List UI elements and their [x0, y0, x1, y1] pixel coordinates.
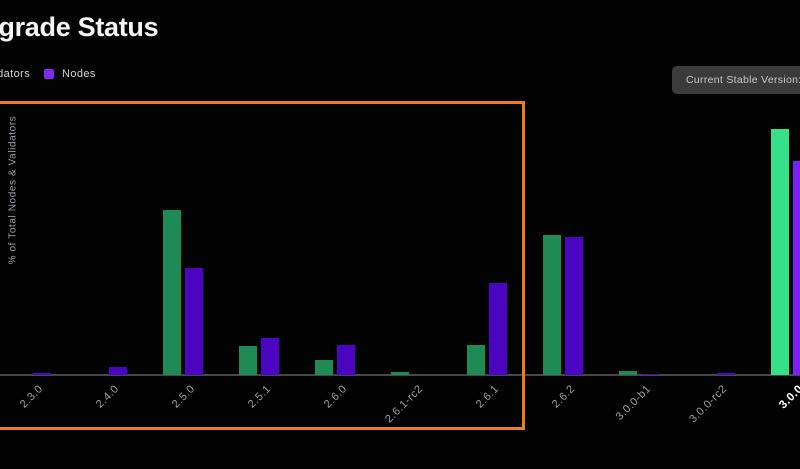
bar-nodes-2.6.2[interactable] — [565, 237, 584, 375]
x-tick-3.0.0-b1: 3.0.0-b1 — [567, 383, 653, 469]
x-tick-3.0.0: 3.0.0 — [719, 383, 800, 469]
bar-nodes-3.0.0-b1[interactable] — [641, 374, 660, 376]
annotation-box — [0, 101, 525, 430]
bar-nodes-3.0.0-rc2[interactable] — [717, 373, 736, 375]
bar-validators-2.6.2[interactable] — [543, 235, 562, 375]
bar-validators-3.0.0[interactable] — [771, 129, 790, 375]
x-tick-3.0.0-rc2: 3.0.0-rc2 — [643, 383, 729, 469]
bar-nodes-3.0.0[interactable] — [793, 161, 800, 375]
bar-validators-3.0.0-b1[interactable] — [619, 371, 638, 375]
